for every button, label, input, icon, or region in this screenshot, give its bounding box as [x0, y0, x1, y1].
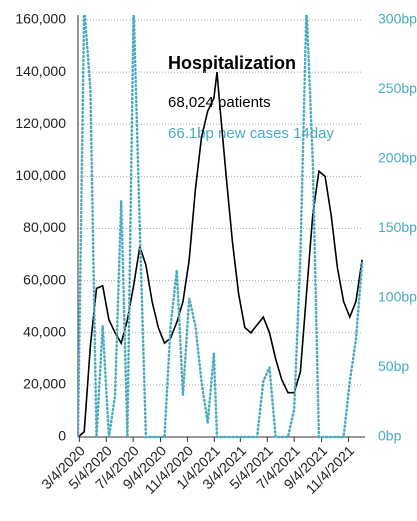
y-tick-label: 60,000 — [23, 271, 66, 287]
y-tick-label: 140,000 — [15, 63, 66, 79]
y-tick-label: 80,000 — [23, 219, 66, 235]
y2-tick-label: 150bp — [378, 219, 417, 235]
y-tick-label: 40,000 — [23, 323, 66, 339]
y2-tick-label: 250bp — [378, 80, 417, 96]
y-tick-label: 160,000 — [15, 11, 66, 27]
y-tick-label: 0 — [58, 428, 66, 444]
y2-tick-label: 300bp — [378, 11, 417, 27]
y2-tick-label: 100bp — [378, 289, 417, 305]
plot-area — [78, 15, 364, 439]
annotation-cases: 66.1bp new cases 14day — [168, 125, 334, 142]
y2-tick-label: 50bp — [378, 358, 409, 374]
cases-line — [78, 15, 364, 439]
y2-tick-label: 0bp — [378, 428, 402, 444]
y-tick-label: 120,000 — [15, 115, 66, 131]
y-tick-label: 20,000 — [23, 376, 66, 392]
annotation-title: Hospitalization — [168, 53, 296, 73]
y-tick-label: 100,000 — [15, 167, 66, 183]
y2-tick-label: 200bp — [378, 150, 417, 166]
